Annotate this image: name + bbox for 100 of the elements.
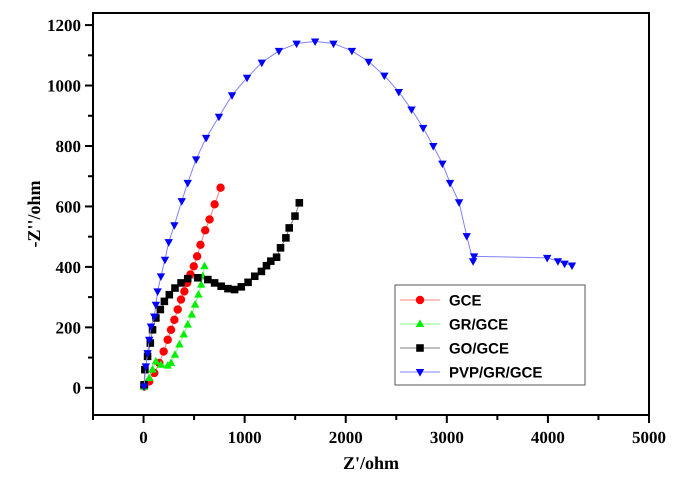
point: [166, 290, 174, 298]
point: [242, 74, 252, 82]
point: [285, 224, 293, 232]
point: [274, 48, 284, 56]
point: [184, 180, 192, 188]
point: [380, 72, 389, 80]
point: [554, 258, 562, 266]
point: [394, 88, 403, 97]
point: [196, 240, 205, 250]
point: [166, 326, 176, 334]
point: [438, 160, 447, 168]
y-tick-label: 800: [56, 136, 81, 156]
y-tick-label: 600: [56, 197, 81, 216]
point: [152, 356, 160, 364]
y-tick-label: 400: [56, 258, 81, 277]
point: [153, 288, 162, 296]
y-tick-label: 0: [72, 378, 81, 398]
point: [200, 262, 209, 270]
point: [194, 290, 203, 298]
legend-label: GO/GCE: [449, 340, 510, 358]
point: [190, 262, 198, 270]
point: [143, 350, 152, 358]
point: [180, 330, 188, 338]
point: [291, 212, 299, 220]
x-axis-title: Z'/ohm: [342, 453, 400, 473]
y-tick-label: 1200: [47, 16, 81, 36]
point: [329, 40, 338, 48]
point: [204, 276, 212, 284]
legend-label: GCE: [449, 292, 482, 310]
point: [216, 184, 225, 192]
point: [142, 363, 150, 371]
point: [276, 244, 284, 252]
legend-label: GR/GCE: [449, 316, 508, 334]
x-tick-label: 3000: [430, 428, 464, 447]
point: [170, 350, 180, 358]
point: [201, 226, 210, 235]
point: [210, 200, 219, 209]
point: [170, 222, 179, 230]
point: [282, 234, 290, 242]
point: [192, 156, 200, 164]
point: [310, 38, 320, 46]
point: [217, 282, 225, 290]
point: [160, 256, 170, 264]
point: [180, 287, 189, 296]
point: [348, 48, 356, 56]
point: [205, 215, 214, 224]
x-tick-label: 2000: [328, 428, 363, 447]
point: [171, 284, 179, 292]
point: [364, 58, 373, 66]
legend-label: PVP/GR/GCE: [449, 364, 542, 382]
point: [152, 302, 160, 310]
point: [292, 40, 301, 48]
point: [146, 324, 156, 332]
point: [446, 180, 454, 188]
point: [192, 252, 202, 261]
point: [407, 106, 416, 114]
point: [160, 298, 168, 306]
point: [214, 114, 224, 122]
point: [188, 310, 196, 318]
y-tick-label: 1000: [47, 76, 81, 96]
point: [174, 305, 182, 314]
point: [568, 262, 576, 270]
x-tick-label: 5000: [632, 428, 666, 447]
point: [210, 279, 218, 287]
point: [258, 268, 266, 276]
point: [176, 295, 186, 304]
point: [202, 134, 210, 142]
point: [184, 274, 192, 282]
point: [145, 374, 154, 382]
point: [429, 143, 438, 151]
point: [454, 199, 464, 207]
x-tick-label: 0: [139, 428, 148, 447]
point: [462, 233, 471, 241]
point: [418, 124, 428, 132]
point: [178, 198, 186, 206]
point: [250, 272, 259, 280]
point: [543, 254, 552, 262]
point: [177, 279, 185, 287]
point: [194, 274, 202, 282]
point: [190, 300, 200, 308]
x-tick-label: 4000: [530, 428, 565, 447]
point: [148, 365, 157, 373]
point: [184, 320, 192, 328]
point: [156, 306, 164, 314]
point: [258, 60, 266, 68]
point: [164, 239, 173, 247]
point: [560, 260, 569, 268]
point: [159, 347, 168, 356]
point: [228, 92, 236, 100]
point: [170, 316, 179, 324]
point: [175, 340, 184, 348]
point: [238, 283, 246, 291]
point: [296, 199, 304, 207]
point: [145, 336, 154, 344]
y-tick-label: 200: [56, 318, 81, 338]
point: [272, 253, 280, 262]
x-tick-label: 1000: [228, 428, 262, 447]
point: [244, 278, 252, 286]
point: [156, 273, 166, 281]
point: [196, 280, 206, 288]
